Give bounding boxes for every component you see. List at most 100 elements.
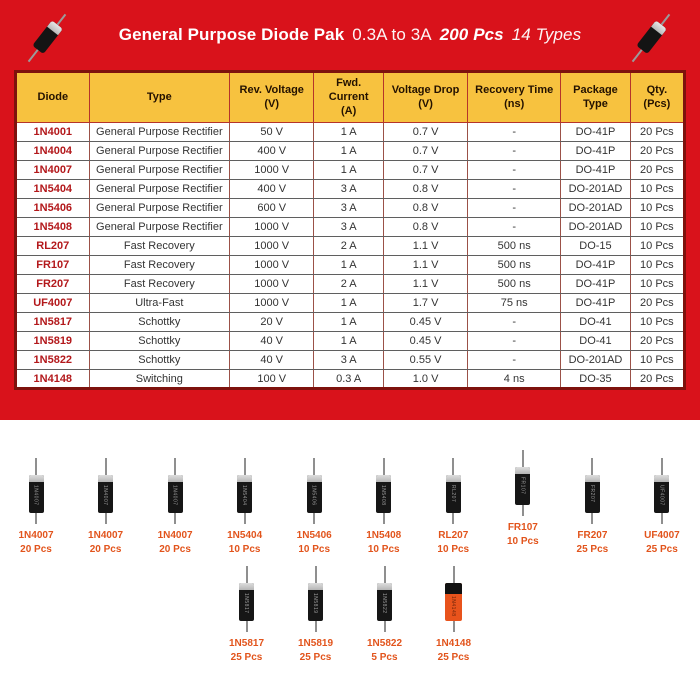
- diode-body: 1N4007: [28, 475, 44, 513]
- diode-body: 1N4148: [445, 583, 462, 621]
- figure-part-number: 1N4148: [435, 638, 472, 649]
- diode-lead: [174, 458, 177, 475]
- spec-cell: 10 Pcs: [629, 274, 686, 295]
- diode-lead: [591, 458, 594, 475]
- diode-figure-label: 1N5404 10 Pcs: [227, 529, 262, 556]
- diode-lead: [313, 458, 316, 475]
- diode-lead: [452, 621, 455, 632]
- figure-part-number: UF4007: [644, 530, 680, 541]
- diode-cathode-band: [445, 583, 462, 594]
- figure-qty: 20 Pcs: [20, 543, 52, 555]
- diode-lead: [314, 566, 317, 583]
- diode-body: 1N5406: [306, 475, 322, 513]
- spec-cell: 20 Pcs: [629, 369, 686, 390]
- diode-figure-label: 1N5406 10 Pcs: [297, 529, 332, 556]
- figure-qty: 25 Pcs: [437, 651, 470, 663]
- spec-cell: General Purpose Rectifier: [88, 198, 231, 219]
- spec-cell: 20 Pcs: [629, 293, 686, 314]
- diode-part-number: 1N4004: [15, 141, 90, 162]
- spec-cell: DO-201AD: [560, 350, 631, 371]
- spec-cell: -: [467, 350, 562, 371]
- spec-cell: 1000 V: [229, 293, 315, 314]
- diode-lead: [591, 513, 594, 524]
- diode-body: FR107: [515, 467, 531, 505]
- spec-cell: DO-41P: [560, 274, 631, 295]
- figure-qty: 10 Pcs: [298, 543, 331, 555]
- spec-cell: 500 ns: [467, 236, 562, 257]
- page-title: General Purpose Diode Pak 0.3A to 3A 200…: [0, 0, 700, 70]
- diode-cathode-band: [515, 467, 531, 474]
- diode-figure-label: 1N4007 20 Pcs: [88, 529, 123, 556]
- col-header-recovery-time: Recovery Time (ns): [467, 70, 562, 124]
- spec-cell: 400 V: [229, 141, 315, 162]
- diode-cathode-band: [98, 475, 114, 482]
- spec-cell: 20 Pcs: [629, 122, 686, 143]
- diode-figure-label: 1N4148 25 Pcs: [436, 637, 471, 664]
- spec-cell: DO-41: [560, 312, 631, 333]
- spec-cell: 10 Pcs: [629, 236, 686, 257]
- spec-cell: 1 A: [313, 331, 384, 352]
- title-product: General Purpose Diode Pak: [118, 25, 345, 44]
- diode-cathode-band: [377, 583, 392, 590]
- figure-qty: 25 Pcs: [230, 651, 263, 663]
- diode-lead: [174, 513, 177, 524]
- diode-body: RL207: [445, 475, 461, 513]
- diode-body: UF4007: [654, 475, 670, 513]
- spec-table-wrap: Diode Type Rev. Voltage (V) Fwd. Current (A) V…: [0, 70, 700, 391]
- spec-table-head: Diode Type Rev. Voltage (V) Fwd. Current (A) V…: [15, 70, 686, 124]
- spec-cell: 10 Pcs: [629, 255, 686, 276]
- spec-cell: 1.0 V: [382, 369, 469, 390]
- spec-cell: DO-15: [560, 236, 631, 257]
- spec-cell: 0.7 V: [382, 122, 469, 143]
- diode-figure-uf4007: UF4007 UF4007 25 Pcs: [630, 458, 694, 556]
- diode-figure-1n5819: 1N5819 1N5819 25 Pcs: [281, 566, 350, 664]
- diode-body-marking: 1N5408: [380, 485, 387, 506]
- spec-cell: 1000 V: [229, 160, 315, 181]
- spec-cell: 0.7 V: [382, 160, 469, 181]
- spec-cell: 20 Pcs: [629, 160, 686, 181]
- diode-part-number: 1N5817: [15, 312, 90, 333]
- diode-lead: [660, 513, 663, 524]
- diode-body: 1N4007: [98, 475, 114, 513]
- spec-cell: -: [467, 217, 562, 238]
- figure-qty: 10 Pcs: [367, 543, 400, 555]
- spec-cell: 1 A: [313, 122, 384, 143]
- spec-cell: General Purpose Rectifier: [88, 122, 231, 143]
- diode-lead: [313, 513, 316, 524]
- diode-body-marking: 1N5404: [241, 485, 248, 506]
- spec-cell: DO-41P: [560, 141, 631, 162]
- figure-part-number: 1N5817: [228, 638, 265, 649]
- diode-figure-label: 1N5822 5 Pcs: [367, 637, 402, 664]
- diode-figure-label: 1N4007 20 Pcs: [158, 529, 193, 556]
- spec-cell: 0.55 V: [382, 350, 469, 371]
- diode-cathode-band: [308, 583, 323, 590]
- diode-cathode-band: [584, 475, 600, 482]
- diode-body-marking: 1N4007: [171, 485, 178, 506]
- spec-cell: Fast Recovery: [88, 236, 231, 257]
- diode-figure-1n4007: 1N4007 1N4007 20 Pcs: [4, 458, 68, 556]
- col-header-voltage-drop: Voltage Drop (V): [382, 70, 469, 124]
- diode-lead: [383, 621, 386, 632]
- diode-figure-label: 1N5408 10 Pcs: [366, 529, 401, 556]
- diode-cathode-band: [306, 475, 322, 482]
- diode-figure-1n5817: 1N5817 1N5817 25 Pcs: [212, 566, 281, 664]
- spec-cell: 3 A: [313, 179, 384, 200]
- title-range: 0.3A to 3A: [352, 25, 432, 44]
- spec-cell: DO-41: [560, 331, 631, 352]
- spec-cell: 1000 V: [229, 236, 315, 257]
- figure-qty: 10 Pcs: [437, 543, 470, 555]
- diode-body-marking: 1N4007: [32, 485, 39, 506]
- spec-cell: 400 V: [229, 179, 315, 200]
- diode-lead: [382, 513, 385, 524]
- spec-cell: Switching: [88, 369, 231, 390]
- spec-cell: 1.1 V: [382, 236, 469, 257]
- spec-cell: 100 V: [229, 369, 315, 390]
- diode-body-marking: RL207: [449, 485, 456, 503]
- spec-cell: DO-41P: [560, 122, 631, 143]
- diode-lead: [35, 458, 37, 475]
- spec-cell: 1.1 V: [382, 274, 469, 295]
